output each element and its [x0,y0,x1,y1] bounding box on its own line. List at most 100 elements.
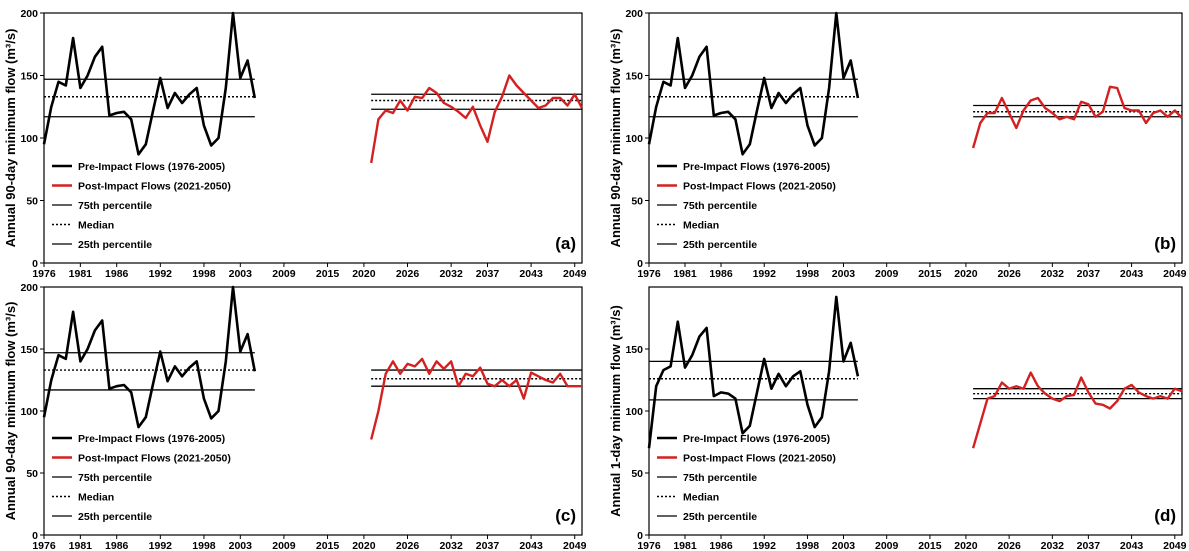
y-tick-label: 50 [631,196,643,208]
y-axis-label: Annual 1-day minimum flow (m³/s) [608,305,623,517]
y-tick-label: 50 [26,468,38,480]
legend-label-post: Post-Impact Flows (2021-2050) [78,453,231,465]
post-impact-series-line [370,74,584,164]
legend-label-p25: 25th percentile [78,511,152,523]
y-tick-label: 150 [20,344,38,356]
y-tick-label: 0 [637,530,643,542]
pre-impact-series-line [647,11,860,156]
x-tick-label: 2049 [1163,268,1187,280]
x-tick-label: 2020 [352,268,376,280]
x-tick-label: 1992 [753,268,777,280]
x-tick-label: 2003 [229,268,253,280]
x-tick-label: 2003 [832,268,856,280]
legend-label-median: Median [78,220,114,232]
x-tick-label: 1976 [637,268,661,280]
x-tick-label: 1998 [192,268,216,280]
x-tick-label: 2020 [954,540,978,551]
y-axis-label: Annual 90-day minimum flow (m³/s) [3,302,18,521]
chart-panel-d: 0 50 100 150 1976 1981 1986 1992 1998 2003 2009 201… [608,286,1187,551]
x-tick-label: 1986 [709,268,733,280]
y-tick-label: 200 [20,282,38,294]
x-tick-label: 1976 [637,540,661,551]
y-tick-label: 0 [637,258,643,270]
x-tick-label: 1998 [796,268,820,280]
post-impact-series-line [370,357,582,440]
x-tick-label: 1976 [32,540,56,551]
x-tick-label: 2009 [875,540,899,551]
legend-label-pre: Pre-Impact Flows (1976-2005) [683,161,830,173]
x-tick-label: 1976 [32,268,56,280]
x-tick-label: 1998 [796,540,820,551]
y-axis-label: Annual 90-day minimum flow (m³/s) [608,29,623,248]
x-tick-label: 2015 [316,268,340,280]
legend-label-p75: 75th percentile [683,472,757,484]
x-tick-label: 2020 [352,540,376,551]
x-tick-label: 1992 [149,540,173,551]
x-tick-label: 1981 [673,268,697,280]
x-tick-label: 2032 [439,540,463,551]
plot-frame [43,286,583,536]
x-tick-label: 2026 [997,268,1021,280]
x-tick-label: 1981 [69,268,93,280]
x-tick-label: 2009 [272,540,296,551]
legend-label-p75: 75th percentile [683,200,757,212]
legend-label-p75: 75th percentile [78,472,152,484]
x-tick-label: 2003 [832,540,856,551]
legend-label-post: Post-Impact Flows (2021-2050) [683,453,836,465]
x-tick-label: 1992 [149,268,173,280]
y-tick-label: 150 [20,71,38,83]
legend-label-p25: 25th percentile [78,239,152,251]
pre-impact-series-line [647,295,860,449]
plot-frame [43,12,583,264]
x-tick-label: 2037 [476,540,500,551]
x-tick-label: 1981 [69,540,93,551]
x-tick-label: 2043 [519,540,543,551]
x-tick-label: 2015 [316,540,340,551]
x-tick-label: 2049 [563,540,587,551]
legend-label-median: Median [683,220,719,232]
legend-label-pre: Pre-Impact Flows (1976-2005) [683,433,830,445]
chart-panel-b: 0 50 100 150 200 1976 1981 1986 1992 1998 2003 2009… [608,8,1187,280]
x-tick-label: 2032 [1041,268,1065,280]
x-tick-label: 2009 [272,268,296,280]
y-tick-label: 150 [625,344,643,356]
x-tick-label: 2037 [1077,540,1101,551]
chart-panel-a: 0 50 100 150 200 1976 1981 1986 1992 1998 2003 2009… [3,8,587,280]
x-tick-label: 2015 [918,268,942,280]
x-tick-label: 2003 [229,540,253,551]
x-tick-label: 2020 [954,268,978,280]
legend-label-post: Post-Impact Flows (2021-2050) [78,181,231,193]
post-impact-series-line [971,85,1183,149]
chart-panel-c: 0 50 100 150 200 1976 1981 1986 1992 1998 2003 2009… [3,282,587,551]
x-tick-label: 2049 [1163,540,1187,551]
legend-label-pre: Pre-Impact Flows (1976-2005) [78,161,225,173]
pre-impact-series-line [42,285,257,429]
post-impact-series-line [971,371,1183,449]
legend-label-median: Median [683,492,719,504]
y-tick-label: 0 [32,530,38,542]
legend-label-p25: 25th percentile [683,511,757,523]
y-tick-label: 0 [32,258,38,270]
plot-frame [648,286,1183,536]
y-tick-label: 100 [20,406,38,418]
x-tick-label: 2015 [918,540,942,551]
legend-label-post: Post-Impact Flows (2021-2050) [683,181,836,193]
x-tick-label: 1986 [105,540,129,551]
legend-label-p25: 25th percentile [683,239,757,251]
legend-label-pre: Pre-Impact Flows (1976-2005) [78,433,225,445]
x-tick-label: 2043 [519,268,543,280]
y-tick-label: 200 [20,8,38,20]
plot-frame [648,12,1183,264]
x-tick-label: 2049 [563,268,587,280]
x-tick-label: 2037 [1077,268,1101,280]
panel-label: (d) [1154,506,1176,525]
y-tick-label: 150 [625,71,643,83]
x-tick-label: 2026 [997,540,1021,551]
legend-label-p75: 75th percentile [78,200,152,212]
panel-label: (a) [555,234,576,253]
x-tick-label: 2026 [396,268,420,280]
panel-label: (c) [555,506,576,525]
y-tick-label: 50 [631,468,643,480]
x-tick-label: 1986 [105,268,129,280]
